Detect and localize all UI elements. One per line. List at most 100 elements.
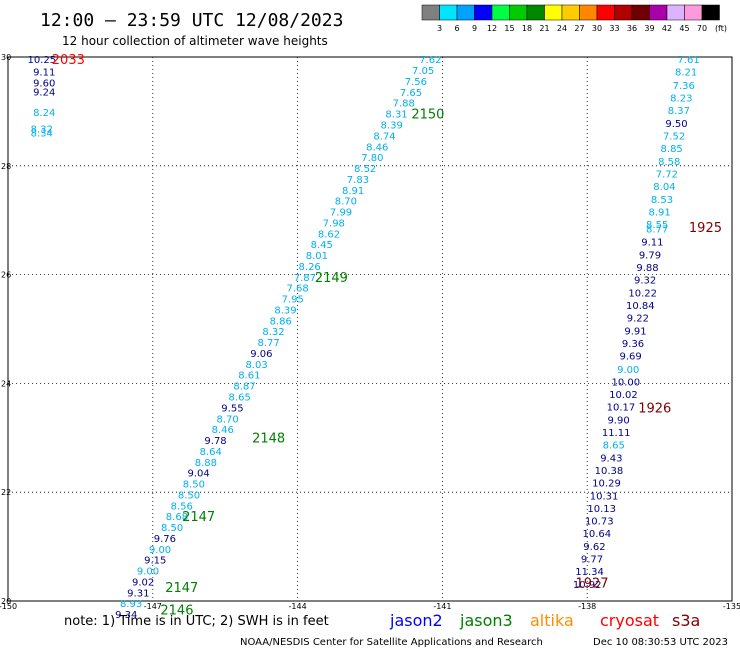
plot-area: -150 -147 -144 -141 -138 -135 20 22 24 26 28 30 10.2… bbox=[0, 53, 740, 621]
wave-height-label: 8.53 bbox=[651, 195, 673, 206]
wave-height-label: 10.38 bbox=[595, 466, 624, 477]
legend-swatch bbox=[509, 4, 528, 21]
wave-height-label: 8.86 bbox=[270, 316, 292, 327]
pass-number-label: 1927 bbox=[575, 577, 608, 592]
y-tick-label: 30 bbox=[1, 53, 11, 62]
y-tick-label: 26 bbox=[1, 271, 11, 280]
legend-bin-label: 39 bbox=[644, 24, 654, 33]
wave-height-label: 9.11 bbox=[33, 68, 55, 79]
legend-bin-label: 18 bbox=[522, 24, 532, 33]
satellite-name: cryosat bbox=[600, 611, 659, 630]
chart-subtitle: 12 hour collection of altimeter wave hei… bbox=[62, 34, 328, 48]
wave-height-label: 10.13 bbox=[587, 504, 616, 515]
wave-height-label: 8.70 bbox=[335, 197, 357, 208]
legend-swatch bbox=[439, 4, 458, 21]
legend-swatch bbox=[474, 4, 493, 21]
wave-height-label: 10.29 bbox=[592, 478, 621, 489]
wave-height-label: 9.34 bbox=[115, 610, 137, 621]
legend-bin-label: 15 bbox=[504, 24, 514, 33]
x-tick-label: -141 bbox=[433, 602, 451, 611]
wave-height-label: 9.00 bbox=[617, 365, 639, 376]
legend-swatch bbox=[596, 4, 615, 21]
wave-height-label: 9.69 bbox=[620, 352, 642, 363]
wave-height-label: 8.34 bbox=[31, 129, 53, 140]
wave-height-label: 7.99 bbox=[330, 208, 352, 219]
wave-height-label: 7.80 bbox=[361, 153, 383, 164]
wave-height-label: 7.68 bbox=[286, 284, 308, 295]
wave-height-label: 7.61 bbox=[677, 55, 699, 66]
wave-height-label: 8.68 bbox=[166, 512, 188, 523]
wave-height-label: 9.36 bbox=[622, 339, 644, 350]
legend-swatch bbox=[526, 4, 545, 21]
wave-height-label: 9.77 bbox=[581, 555, 603, 566]
wave-height-label: 8.23 bbox=[670, 93, 692, 104]
wave-height-label: 10.22 bbox=[628, 289, 657, 300]
wave-height-label: 8.24 bbox=[33, 108, 55, 119]
wave-height-label: 8.21 bbox=[675, 68, 697, 79]
wave-height-label: 9.50 bbox=[665, 119, 687, 130]
legend-unit: (ft) bbox=[715, 24, 727, 33]
wave-height-label: 8.32 bbox=[31, 124, 53, 135]
legend-swatch bbox=[614, 4, 633, 21]
wave-height-label: 8.04 bbox=[653, 182, 675, 193]
legend-bin-label: 3 bbox=[437, 24, 442, 33]
wave-height-label: 9.32 bbox=[634, 276, 656, 287]
wave-height-label: 8.46 bbox=[366, 142, 388, 153]
wave-height-label: 7.72 bbox=[656, 169, 678, 180]
wave-height-label: 8.32 bbox=[262, 327, 284, 338]
wave-height-label: 9.62 bbox=[583, 542, 605, 553]
wave-height-label: 9.15 bbox=[144, 556, 166, 567]
wave-height-label: 7.88 bbox=[393, 99, 415, 110]
wave-height-label: 8.87 bbox=[233, 382, 255, 393]
wave-height-label: 7.83 bbox=[347, 175, 369, 186]
wave-height-label: 7.62 bbox=[419, 55, 441, 66]
wave-height-label: 11.11 bbox=[602, 428, 631, 439]
x-tick-label: -147 bbox=[144, 602, 162, 611]
satellite-name: s3a bbox=[672, 611, 700, 630]
wave-height-label: 7.52 bbox=[663, 131, 685, 142]
footer-note: note: 1) Time is in UTC; 2) SWH is in fe… bbox=[64, 614, 329, 629]
y-tick-label: 20 bbox=[1, 597, 11, 606]
legend-bin-label: 6 bbox=[454, 24, 459, 33]
x-tick-label: -135 bbox=[723, 602, 740, 611]
wave-height-label: 8.52 bbox=[354, 164, 376, 175]
legend-bin-label: 9 bbox=[472, 24, 477, 33]
y-tick-label: 24 bbox=[1, 379, 11, 388]
satellite-name: jason2 bbox=[389, 611, 443, 630]
legend-bin-label: 30 bbox=[592, 24, 602, 33]
wave-height-label: 9.00 bbox=[149, 545, 171, 556]
wave-height-label: 8.62 bbox=[318, 229, 340, 240]
wave-height-label: 10.31 bbox=[590, 492, 619, 503]
wave-height-label: 8.45 bbox=[311, 240, 333, 251]
wave-height-label: 8.39 bbox=[274, 305, 296, 316]
legend-swatch bbox=[491, 4, 510, 21]
wave-height-label: 8.56 bbox=[171, 501, 193, 512]
wave-height-label: 8.50 bbox=[178, 490, 200, 501]
pass-number-label: 2147 bbox=[165, 581, 198, 596]
wave-height-label: 8.85 bbox=[661, 144, 683, 155]
wave-height-label: 8.64 bbox=[200, 447, 222, 458]
wave-height-label: 8.37 bbox=[668, 106, 690, 117]
wave-height-label: 7.98 bbox=[323, 218, 345, 229]
wave-height-label: 7.05 bbox=[412, 66, 434, 77]
wave-height-label: 9.60 bbox=[33, 79, 55, 90]
wave-height-label: 9.22 bbox=[627, 314, 649, 325]
wave-height-label: 8.74 bbox=[373, 131, 395, 142]
legend-bin-label: 45 bbox=[679, 24, 689, 33]
wave-height-label: 8.03 bbox=[245, 360, 267, 371]
x-tick-label: -144 bbox=[289, 602, 307, 611]
wave-height-label: 10.02 bbox=[609, 390, 638, 401]
plot-frame bbox=[7, 56, 733, 602]
wave-height-label: 8.91 bbox=[648, 208, 670, 219]
wave-height-label: 9.78 bbox=[204, 436, 226, 447]
legend-swatch bbox=[631, 4, 650, 21]
wave-height-label: 10.64 bbox=[583, 529, 612, 540]
wave-height-label: 10.25 bbox=[27, 55, 56, 66]
pass-number-label: 2147 bbox=[182, 510, 215, 525]
legend-swatch bbox=[701, 4, 720, 21]
satellite-legend: jason2 jason3 altika cryosat s3a bbox=[389, 611, 700, 630]
wave-height-label: 10.92 bbox=[573, 580, 602, 591]
wave-height-label: 10.73 bbox=[585, 517, 614, 528]
wave-height-label: 7.87 bbox=[294, 273, 316, 284]
wave-height-label: 7.95 bbox=[282, 295, 304, 306]
